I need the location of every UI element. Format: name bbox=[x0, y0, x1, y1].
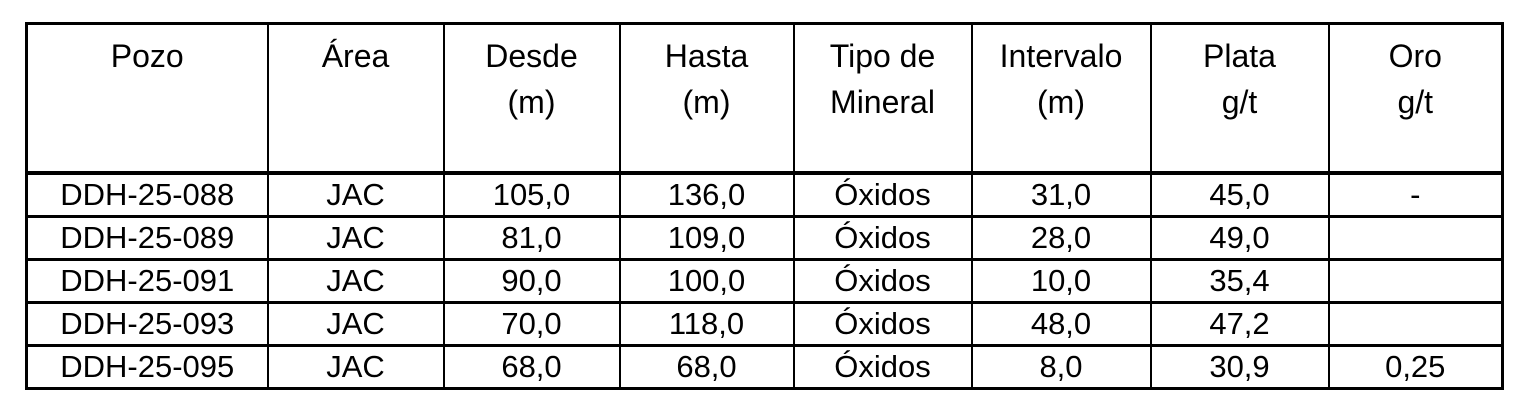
table-row: DDH-25-088 JAC 105,0 136,0 Óxidos 31,0 4… bbox=[25, 171, 1504, 218]
cell-pozo: DDH-25-089 bbox=[25, 215, 269, 261]
cell-pozo: DDH-25-093 bbox=[25, 301, 269, 347]
column-header-tipo-mineral: Tipo de Mineral bbox=[792, 22, 973, 175]
cell-tipo-mineral: Óxidos bbox=[792, 171, 973, 218]
table-row: DDH-25-095 JAC 68,0 68,0 Óxidos 8,0 30,9… bbox=[25, 344, 1504, 390]
cell-desde: 81,0 bbox=[442, 215, 621, 261]
cell-area: JAC bbox=[266, 215, 445, 261]
table-row: DDH-25-093 JAC 70,0 118,0 Óxidos 48,0 47… bbox=[25, 301, 1504, 347]
cell-area: JAC bbox=[266, 301, 445, 347]
cell-desde: 68,0 bbox=[442, 344, 621, 390]
cell-plata: 49,0 bbox=[1149, 215, 1330, 261]
column-header-pozo: Pozo bbox=[25, 22, 269, 175]
column-header-oro-line1: Oro bbox=[1388, 38, 1442, 74]
drill-results-table-container: Pozo Área Desde (m) Hasta (m) Tipo de bbox=[25, 22, 1504, 390]
cell-tipo-mineral: Óxidos bbox=[792, 301, 973, 347]
cell-desde: 105,0 bbox=[442, 171, 621, 218]
cell-hasta: 68,0 bbox=[618, 344, 795, 390]
cell-oro: 0,25 bbox=[1327, 344, 1504, 390]
cell-plata: 35,4 bbox=[1149, 258, 1330, 304]
cell-area: JAC bbox=[266, 344, 445, 390]
column-header-intervalo-line1: Intervalo bbox=[999, 38, 1123, 74]
cell-intervalo: 8,0 bbox=[970, 344, 1152, 390]
column-header-pozo-line1: Pozo bbox=[110, 38, 184, 74]
cell-oro: - bbox=[1327, 171, 1504, 218]
cell-oro bbox=[1327, 215, 1504, 261]
column-header-hasta-line2: (m) bbox=[682, 84, 731, 120]
table-row: DDH-25-091 JAC 90,0 100,0 Óxidos 10,0 35… bbox=[25, 258, 1504, 304]
header-row: Pozo Área Desde (m) Hasta (m) Tipo de bbox=[25, 22, 1504, 175]
column-header-tipo-mineral-line1: Tipo de bbox=[829, 38, 936, 74]
cell-plata: 30,9 bbox=[1149, 344, 1330, 390]
cell-oro bbox=[1327, 301, 1504, 347]
column-header-plata: Plata g/t bbox=[1149, 22, 1330, 175]
cell-area: JAC bbox=[266, 171, 445, 218]
cell-tipo-mineral: Óxidos bbox=[792, 215, 973, 261]
cell-pozo: DDH-25-088 bbox=[25, 171, 269, 218]
column-header-intervalo: Intervalo (m) bbox=[970, 22, 1152, 175]
cell-area: JAC bbox=[266, 258, 445, 304]
cell-intervalo: 28,0 bbox=[970, 215, 1152, 261]
column-header-intervalo-line2: (m) bbox=[1037, 84, 1085, 120]
cell-hasta: 109,0 bbox=[618, 215, 795, 261]
column-header-oro: Oro g/t bbox=[1327, 22, 1504, 175]
column-header-hasta: Hasta (m) bbox=[618, 22, 795, 175]
cell-hasta: 136,0 bbox=[618, 171, 795, 218]
column-header-tipo-mineral-line2: Mineral bbox=[830, 84, 935, 120]
column-header-oro-line2: g/t bbox=[1397, 84, 1434, 120]
cell-hasta: 118,0 bbox=[618, 301, 795, 347]
cell-desde: 90,0 bbox=[442, 258, 621, 304]
column-header-hasta-line1: Hasta bbox=[664, 38, 749, 74]
cell-tipo-mineral: Óxidos bbox=[792, 344, 973, 390]
cell-intervalo: 10,0 bbox=[970, 258, 1152, 304]
cell-intervalo: 48,0 bbox=[970, 301, 1152, 347]
column-header-desde-line2: (m) bbox=[507, 84, 556, 120]
cell-plata: 45,0 bbox=[1149, 171, 1330, 218]
column-header-area-line1: Área bbox=[321, 38, 390, 74]
cell-plata: 47,2 bbox=[1149, 301, 1330, 347]
column-header-area: Área bbox=[266, 22, 445, 175]
column-header-desde-line1: Desde bbox=[485, 38, 578, 74]
cell-oro bbox=[1327, 258, 1504, 304]
table-row: DDH-25-089 JAC 81,0 109,0 Óxidos 28,0 49… bbox=[25, 215, 1504, 261]
column-header-plata-line2: g/t bbox=[1221, 84, 1258, 120]
cell-pozo: DDH-25-091 bbox=[25, 258, 269, 304]
cell-intervalo: 31,0 bbox=[970, 171, 1152, 218]
cell-pozo: DDH-25-095 bbox=[25, 344, 269, 390]
drill-results-table: Pozo Área Desde (m) Hasta (m) Tipo de bbox=[25, 22, 1504, 390]
column-header-plata-line1: Plata bbox=[1203, 38, 1276, 74]
column-header-desde: Desde (m) bbox=[442, 22, 621, 175]
cell-desde: 70,0 bbox=[442, 301, 621, 347]
cell-tipo-mineral: Óxidos bbox=[792, 258, 973, 304]
cell-hasta: 100,0 bbox=[618, 258, 795, 304]
